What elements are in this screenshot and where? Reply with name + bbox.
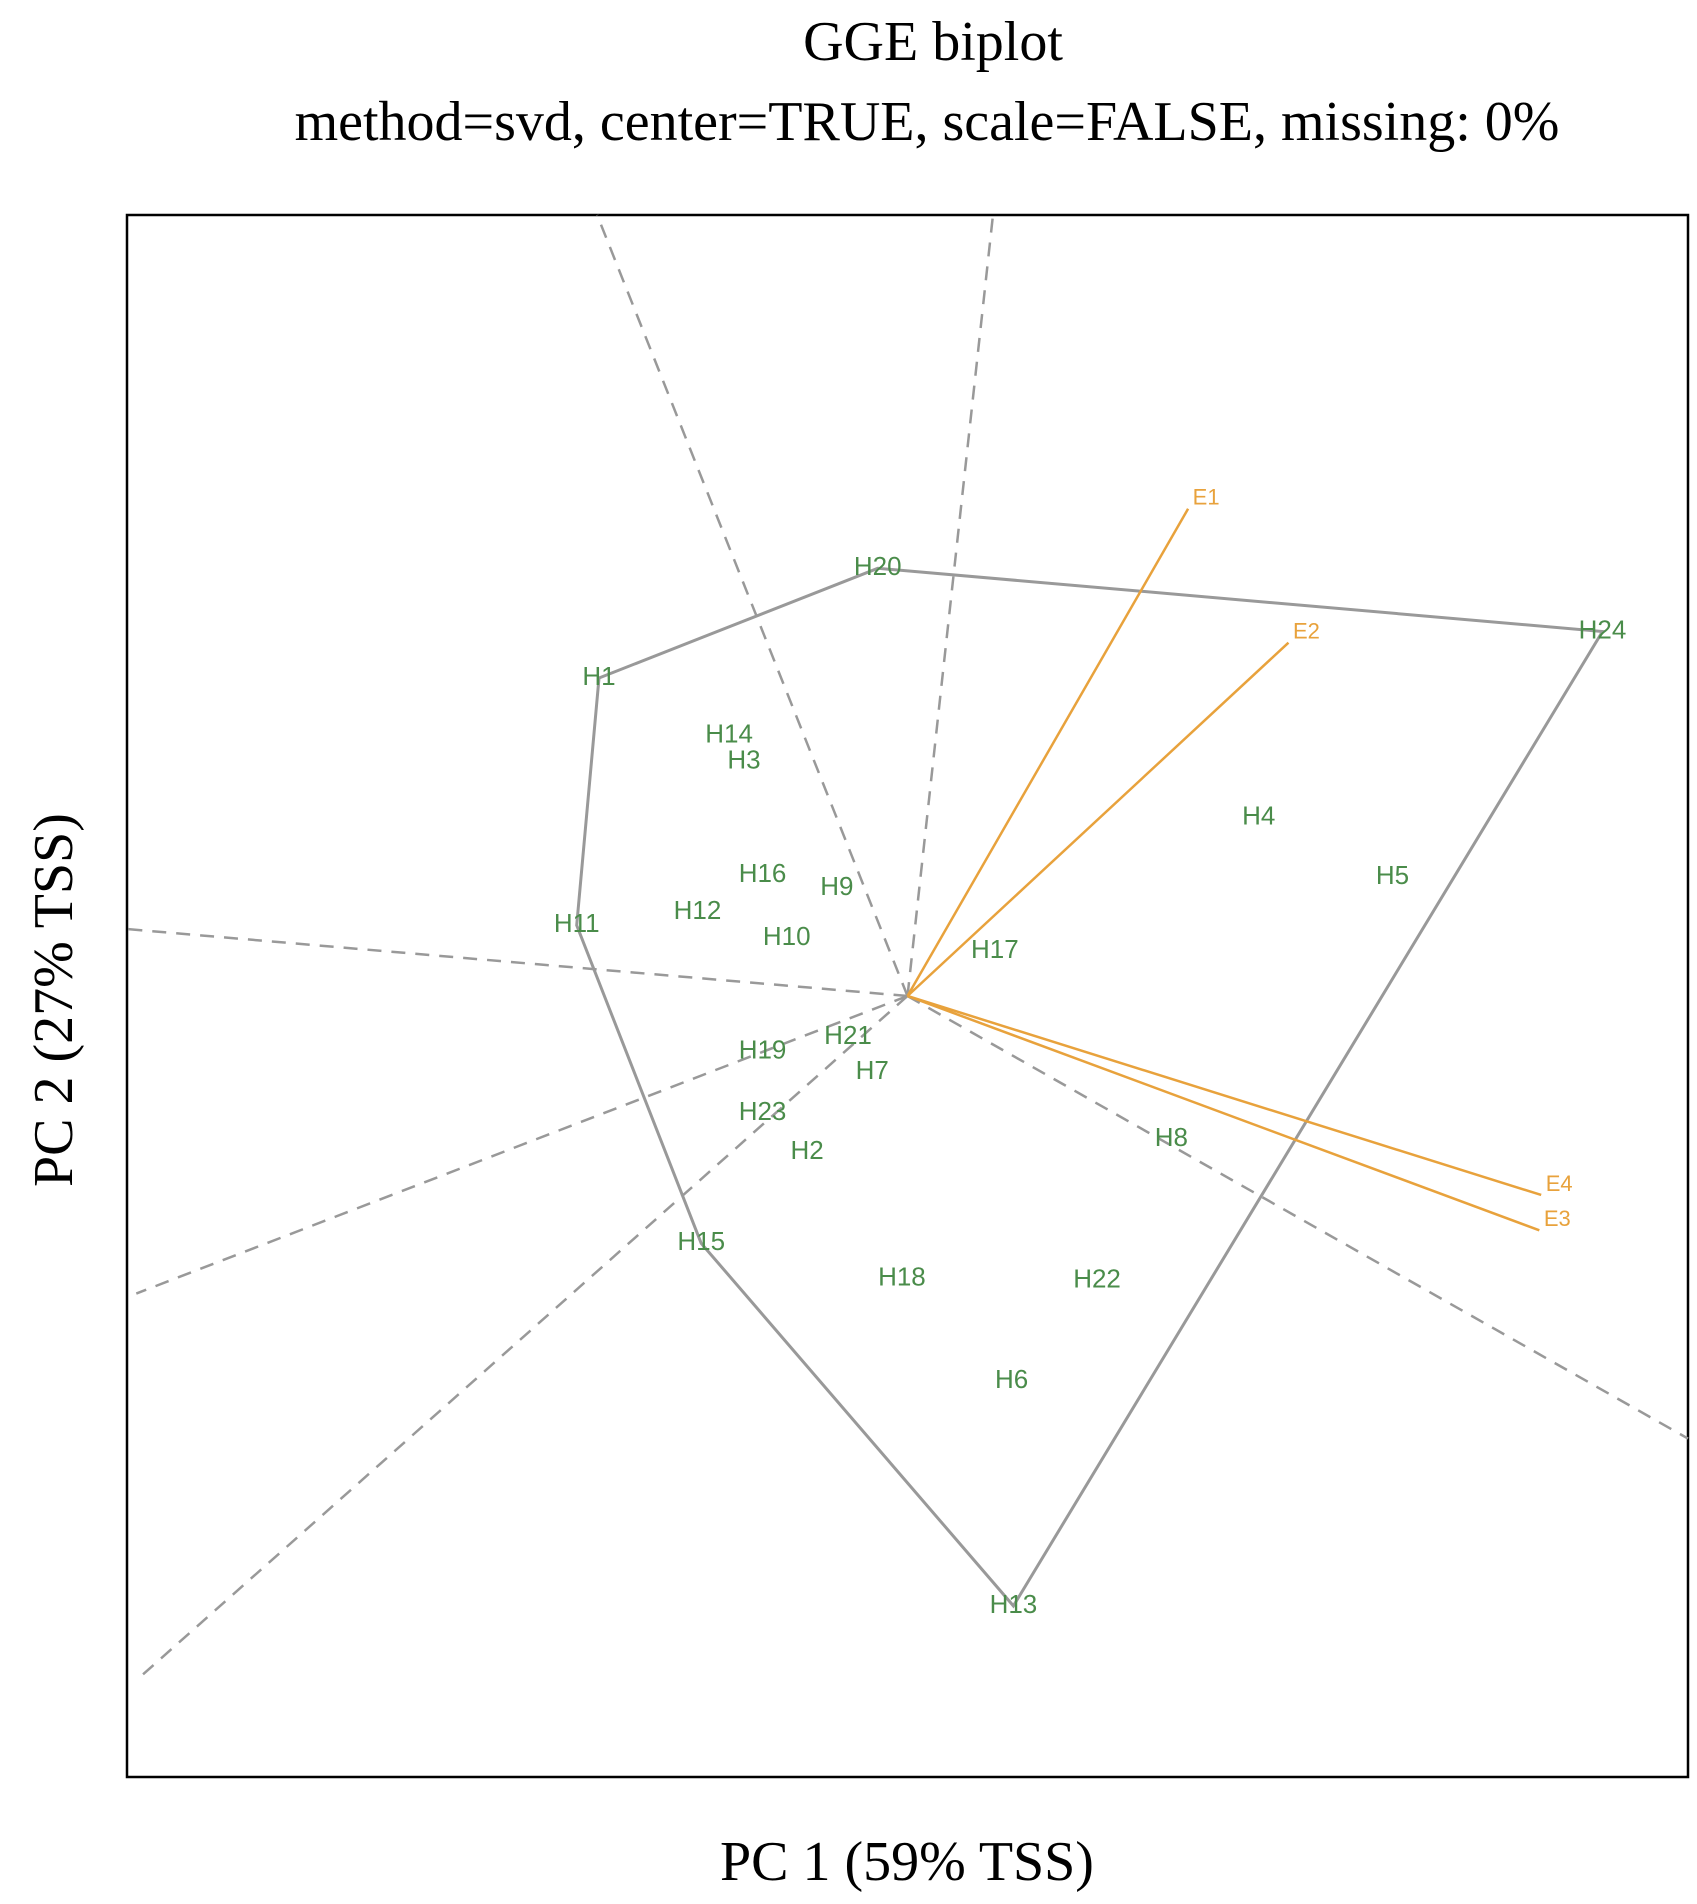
sector-ray-2: [906, 214, 995, 997]
genotype-label-h2: H2: [791, 1135, 824, 1165]
genotype-label-h14: H14: [705, 719, 753, 749]
environment-vector-e3: [907, 994, 1540, 1232]
environment-vector-e1: [906, 508, 1190, 997]
environment-label-e1: E1: [1193, 485, 1220, 510]
genotype-label-h5: H5: [1376, 860, 1409, 890]
genotype-label-h4: H4: [1242, 800, 1275, 830]
genotype-label-h21: H21: [824, 1020, 872, 1050]
genotype-label-h17: H17: [971, 934, 1019, 964]
convex-hull: [575, 566, 1606, 1609]
genotype-label-h13: H13: [990, 1589, 1038, 1619]
chart-subtitle: method=svd, center=TRUE, scale=FALSE, mi…: [295, 91, 1560, 153]
genotype-label-h16: H16: [739, 858, 787, 888]
chart-title: GGE biplot: [803, 11, 1063, 73]
environment-vector-e2: [906, 641, 1290, 997]
genotype-label-h7: H7: [856, 1055, 889, 1085]
sector-ray-5: [135, 995, 909, 1682]
genotype-label-h3: H3: [727, 745, 760, 775]
x-axis-label: PC 1 (59% TSS): [720, 1831, 1094, 1893]
genotype-label-h18: H18: [878, 1262, 926, 1292]
genotype-label-h6: H6: [995, 1364, 1028, 1394]
sector-ray-4: [135, 994, 908, 1295]
genotype-label-h24: H24: [1579, 614, 1627, 644]
sector-ray-6: [906, 994, 1689, 1440]
genotype-label-h23: H23: [739, 1096, 787, 1126]
genotype-label-h1: H1: [582, 661, 615, 691]
genotype-label-h9: H9: [820, 871, 853, 901]
plot-area: E1 E2 E3 E4 H1 H2 H3 H4 H5 H6 H7 H8 H9 H10 H11 H12 H13 H1…: [126, 214, 1689, 1682]
plot-frame: [125, 213, 1690, 1779]
genotype-label-h8: H8: [1155, 1122, 1188, 1152]
genotype-label-h22: H22: [1073, 1263, 1121, 1293]
sector-ray-3: [126, 927, 908, 998]
sector-ray-1: [595, 214, 909, 997]
genotype-label-h19: H19: [739, 1035, 787, 1065]
genotype-label-h10: H10: [763, 921, 811, 951]
genotype-label-h11: H11: [554, 908, 600, 938]
environment-vector-e4: [907, 994, 1542, 1197]
genotype-label-h12: H12: [674, 895, 722, 925]
y-axis-label: PC 2 (27% TSS): [23, 813, 85, 1187]
environment-label-e4: E4: [1546, 1171, 1573, 1196]
genotype-label-h15: H15: [677, 1226, 725, 1256]
environment-label-e3: E3: [1544, 1206, 1571, 1231]
genotype-label-h20: H20: [854, 551, 902, 581]
environment-label-e2: E2: [1293, 619, 1320, 644]
